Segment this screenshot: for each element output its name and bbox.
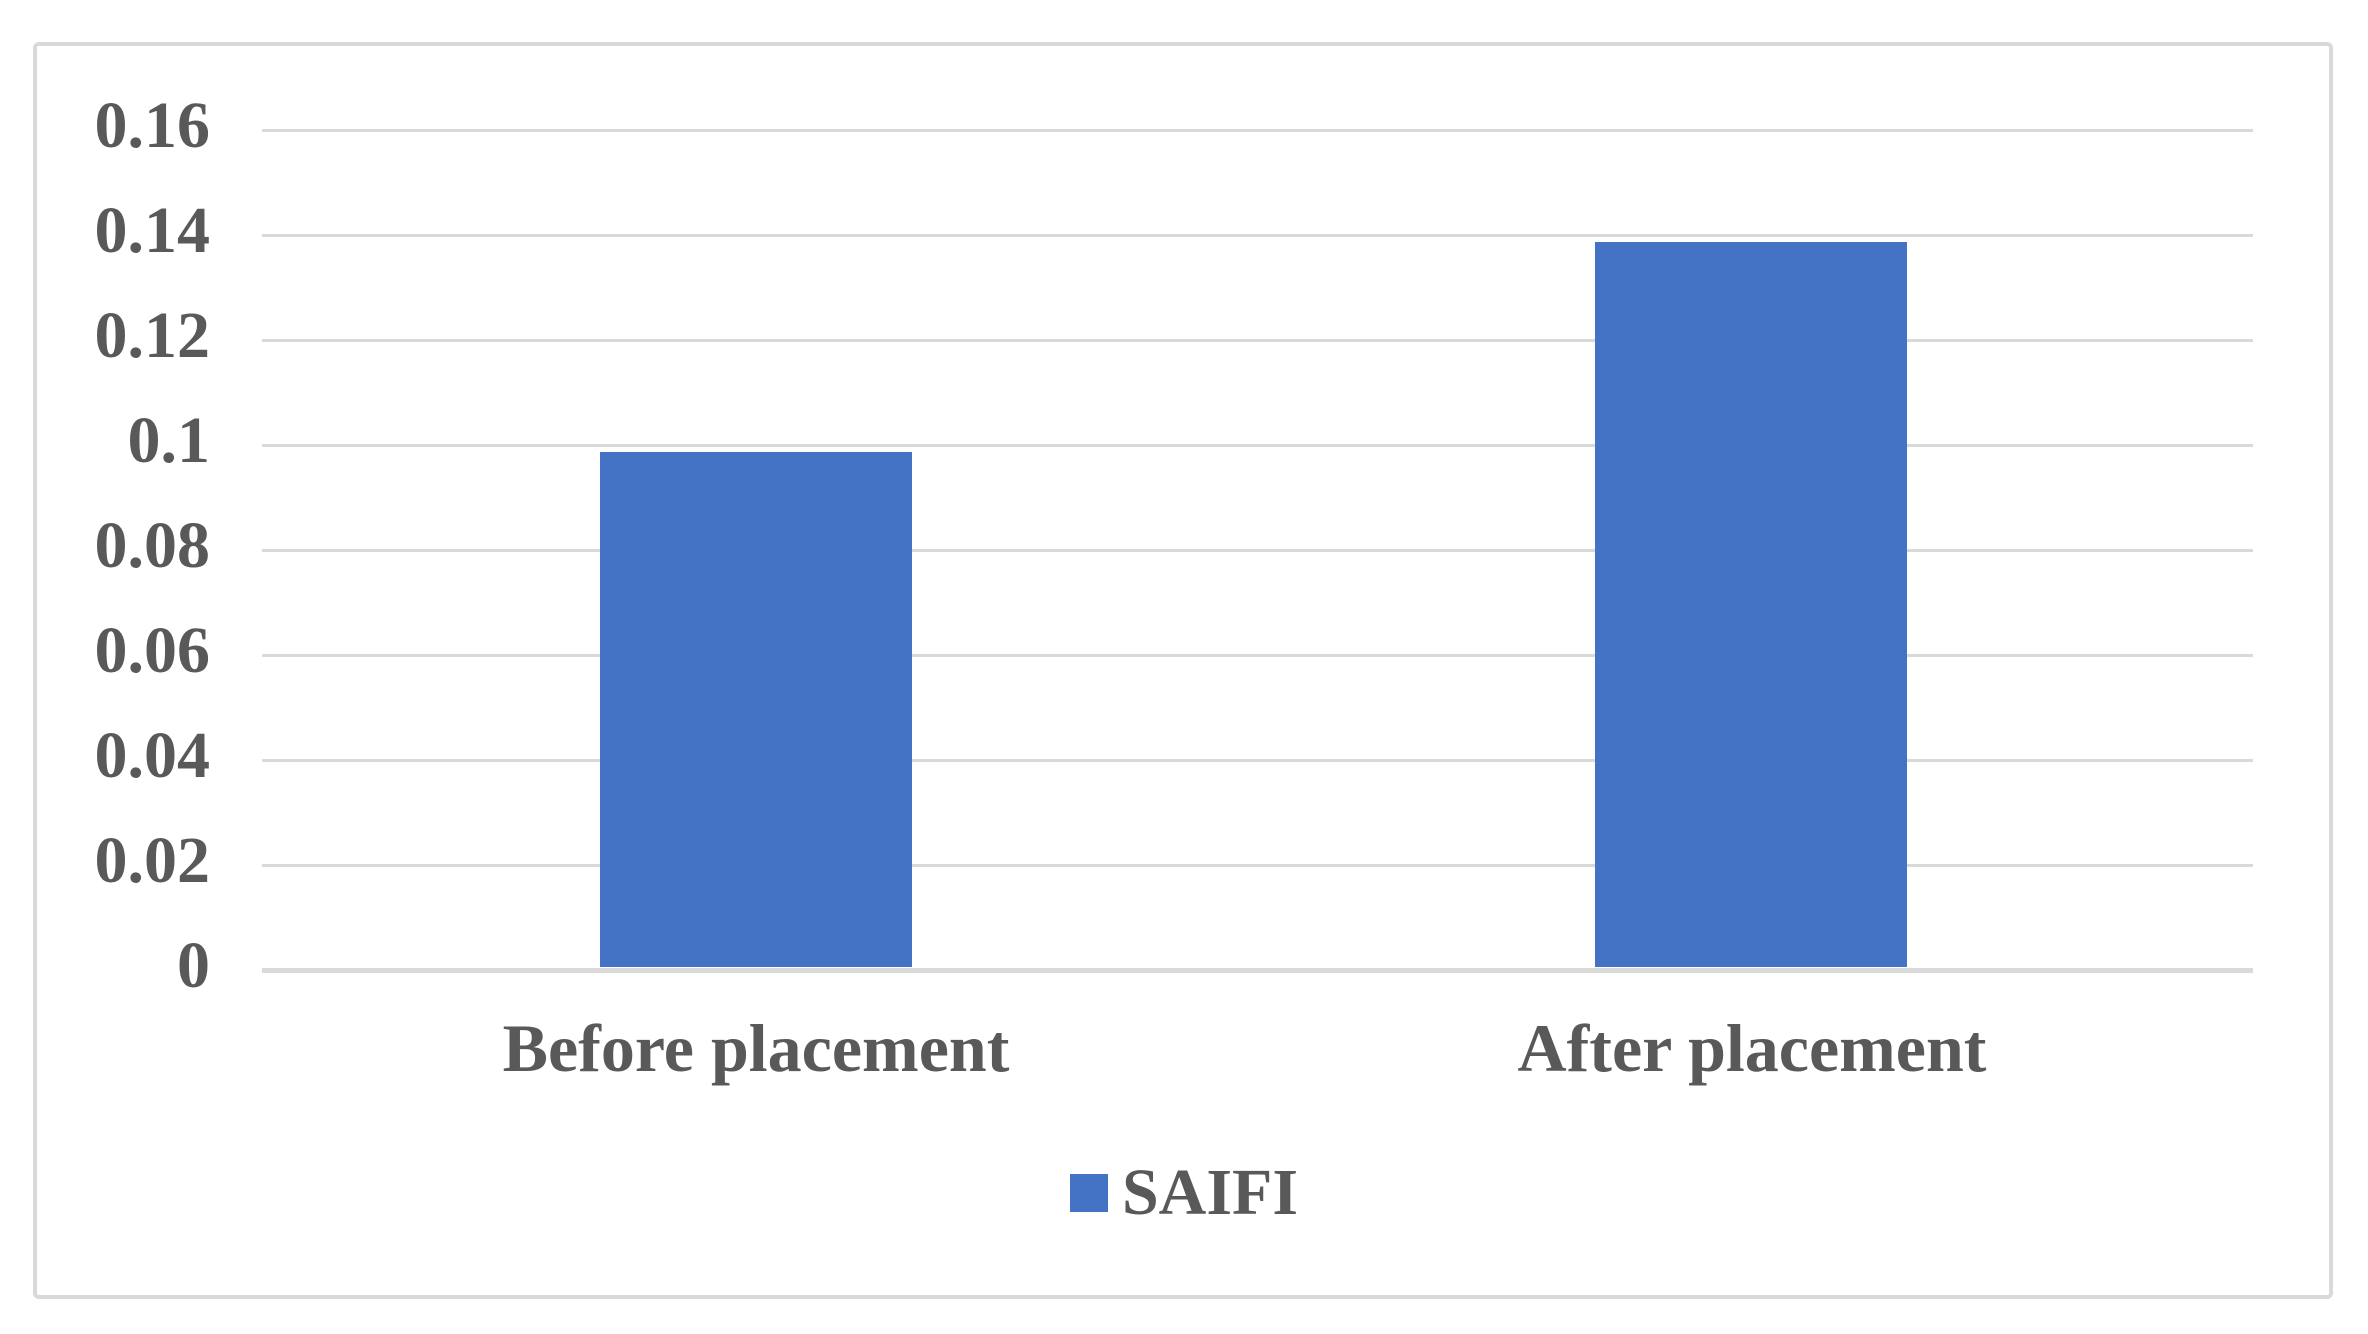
x-axis-label-before-placement: Before placement [502,1010,1010,1086]
y-axis-tick-label: 0.1 [127,404,211,477]
legend-swatch-saifi [1069,1174,1108,1212]
y-axis-tick-label: 0.14 [94,194,211,267]
x-axis-label-after-placement: After placement [1517,1010,1987,1086]
gridline [262,339,2253,342]
y-axis-tick-label: 0.16 [94,89,211,162]
gridline [262,654,2253,657]
y-axis-tick-label: 0.02 [94,824,211,897]
chart-frame [33,42,2333,1299]
gridline [262,234,2253,237]
y-axis-tick-label: 0.04 [94,719,211,792]
gridline [262,864,2253,867]
y-axis-tick-label: 0 [177,929,210,1002]
legend-label-saifi: SAIFI [1121,1156,1299,1229]
gridline [262,444,2253,447]
y-axis-tick-label: 0.12 [94,299,211,372]
y-axis-tick-label: 0.08 [94,509,211,582]
bar-after-placement [1595,242,1907,967]
gridline [262,759,2253,762]
bar-before-placement [600,452,912,967]
y-axis-tick-label: 0.06 [94,614,211,687]
chart-legend: SAIFI [0,1160,2368,1226]
gridline [262,549,2253,552]
x-axis-line [262,968,2253,973]
gridline [262,129,2253,132]
